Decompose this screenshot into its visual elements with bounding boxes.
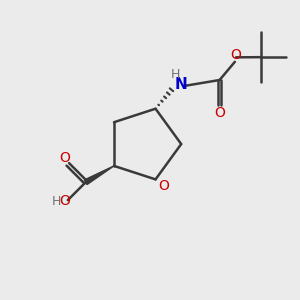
Text: H: H (171, 68, 180, 81)
Text: O: O (59, 151, 70, 165)
Text: O: O (158, 179, 169, 193)
Text: N: N (175, 77, 188, 92)
Polygon shape (84, 166, 114, 184)
Text: H: H (52, 195, 61, 208)
Text: O: O (214, 106, 225, 120)
Text: O: O (231, 48, 242, 62)
Text: O: O (59, 194, 70, 208)
